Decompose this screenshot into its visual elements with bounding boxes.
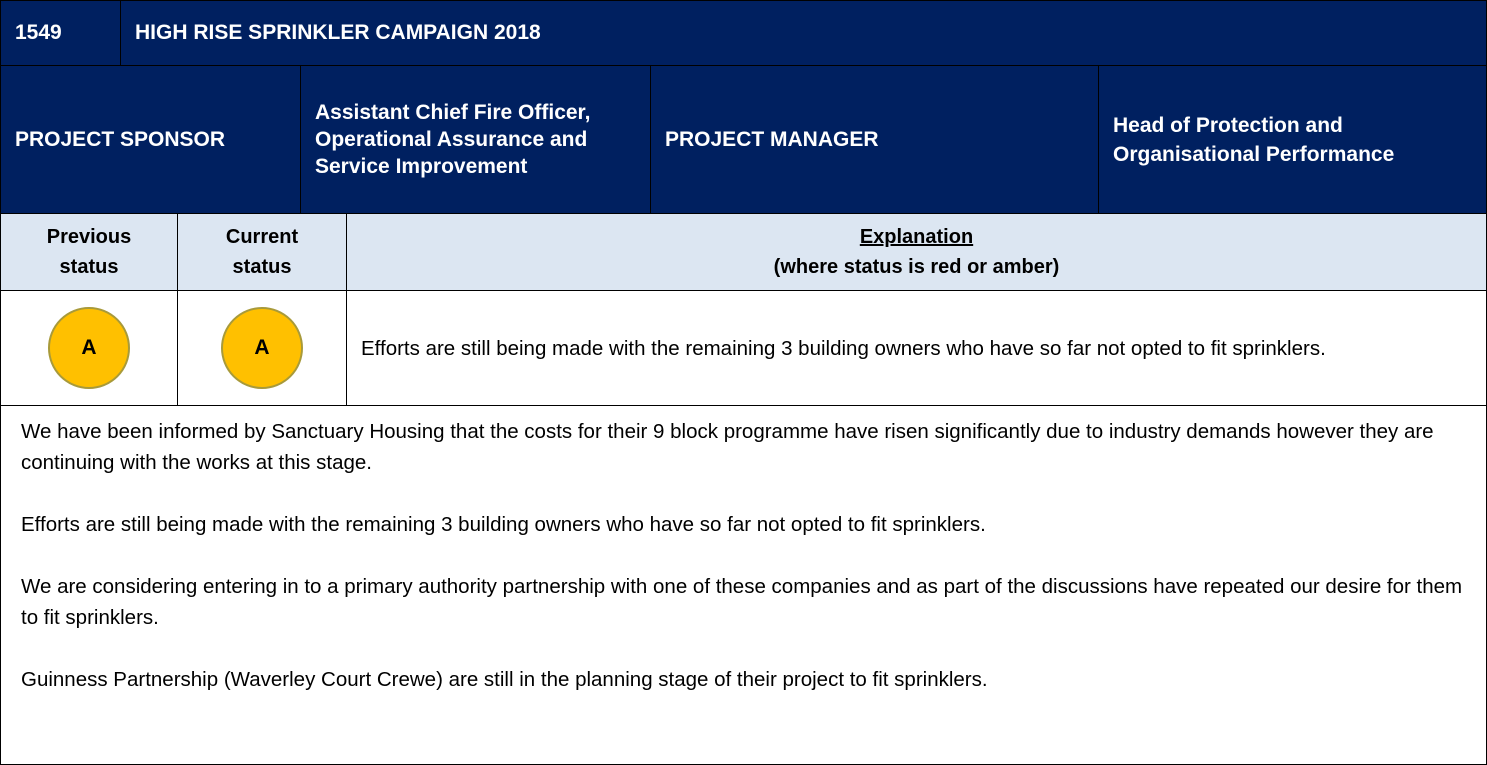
manager-label: PROJECT MANAGER [650,65,1099,214]
sponsor: Assistant Chief Fire Officer, Operationa… [300,65,651,214]
status-badge: A [48,307,130,389]
explanation-header: Explanation (where status is red or ambe… [346,213,1487,291]
previous-status-header: Previous status [0,213,178,291]
project-title: HIGH RISE SPRINKLER CAMPAIGN 2018 [120,0,1487,66]
explanation-title: Explanation [859,226,974,248]
current-status-cell: A [177,290,347,406]
paragraph: We are considering entering in to a prim… [21,575,1463,629]
current-status-header: Current status [177,213,347,291]
sponsor-label: PROJECT SPONSOR [0,65,301,214]
project-id: 1549 [0,0,121,66]
explanation: Efforts are still being made with the re… [346,290,1487,406]
notes: We have been informed by Sanctuary Housi… [0,405,1487,765]
paragraph: Guinness Partnership (Waverley Court Cre… [21,668,988,691]
paragraph: We have been informed by Sanctuary Housi… [21,420,1434,474]
explanation-subtitle: (where status is red or amber) [773,256,1060,278]
manager: Head of Protection and Organisational Pe… [1098,65,1487,214]
previous-status-cell: A [0,290,178,406]
paragraph: Efforts are still being made with the re… [21,513,986,536]
status-badge: A [221,307,303,389]
